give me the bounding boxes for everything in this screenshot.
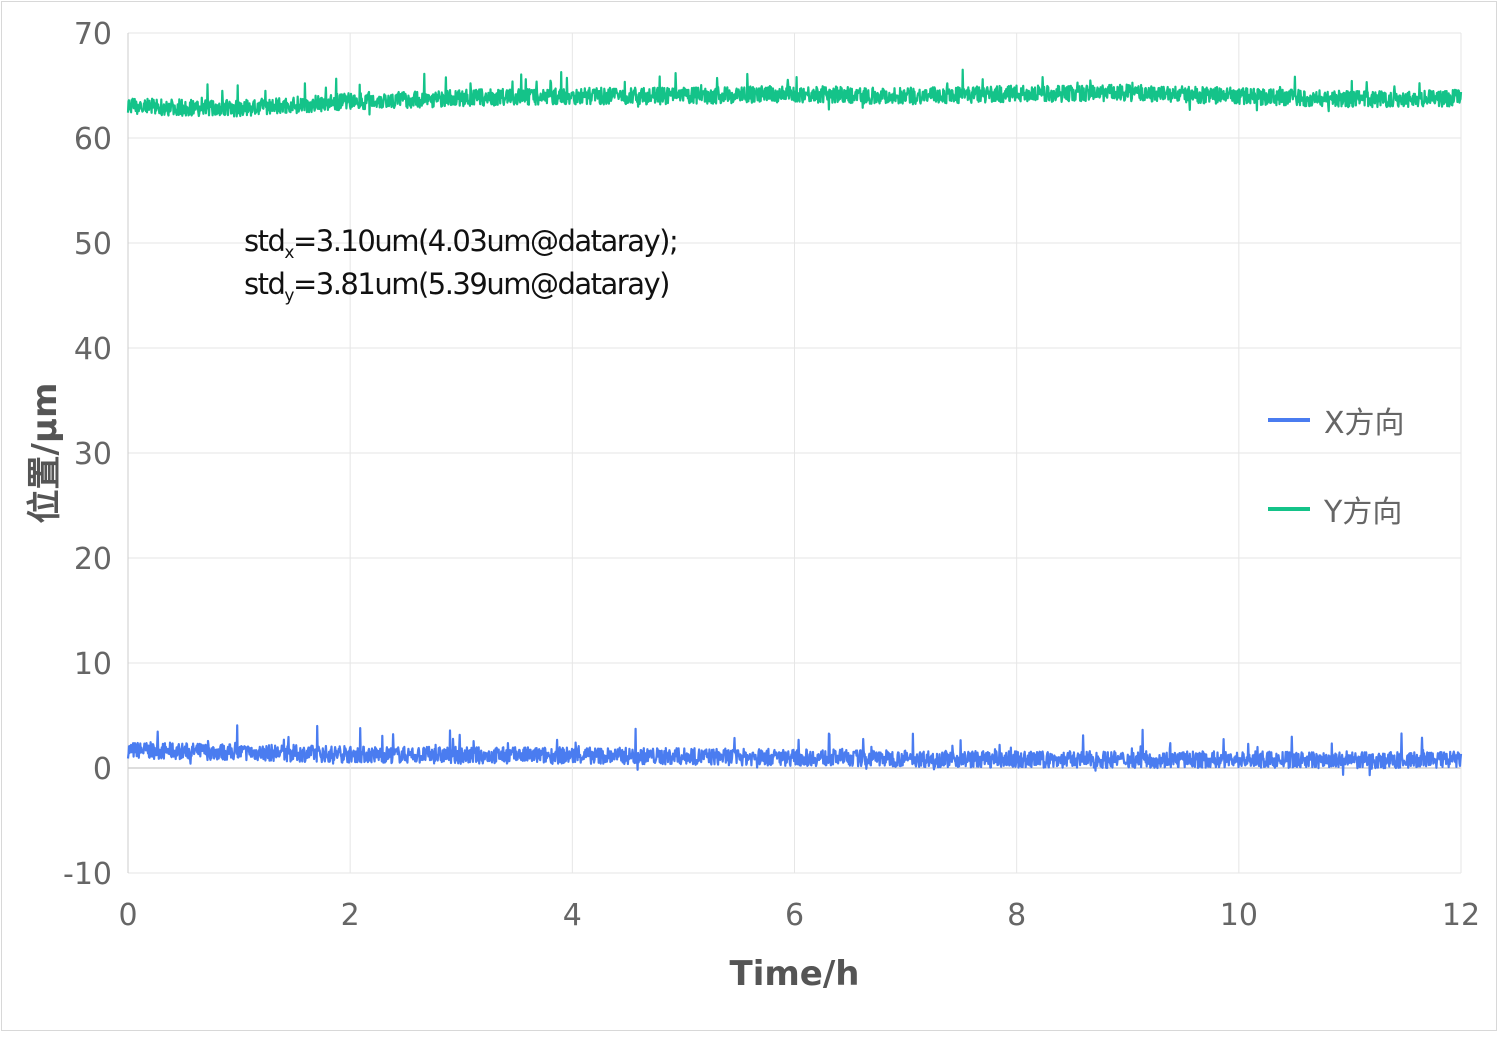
series-line-x <box>126 724 1463 777</box>
x-axis-label: Time/h <box>730 954 860 994</box>
y-tick-label: 50 <box>74 227 112 262</box>
y-tick-label: 70 <box>74 17 112 52</box>
x-tick-label: 12 <box>1442 898 1480 933</box>
legend-item-y[interactable]: Y方向 <box>1268 487 1402 531</box>
y-tick-label: 30 <box>74 437 112 472</box>
std-x-annotation: stdx=3.10um(4.03um@dataray); <box>244 224 679 263</box>
chart-frame <box>1 1 1497 1031</box>
x-tick-label: 10 <box>1220 898 1258 933</box>
ann-text: =3.81um(5.39um@dataray) <box>292 267 671 301</box>
std-y-annotation: stdy=3.81um(5.39um@dataray) <box>244 267 671 306</box>
y-tick-label: 60 <box>74 122 112 157</box>
legend-label: X方向 <box>1324 406 1405 441</box>
y-tick-label: 10 <box>74 647 112 682</box>
ann-text: std <box>244 267 286 301</box>
y-tick-label: -10 <box>63 857 112 892</box>
y-tick-label: 20 <box>74 542 112 577</box>
y-axis-label: 位置/μm <box>25 383 65 524</box>
ann-sub: x <box>284 242 294 263</box>
legend-item-x[interactable]: X方向 <box>1268 398 1405 442</box>
ann-text: std <box>244 224 286 258</box>
legend-label: Y方向 <box>1324 495 1403 530</box>
x-tick-label: 2 <box>341 898 360 933</box>
x-tick-label: 4 <box>563 898 582 933</box>
y-tick-label: 0 <box>93 752 112 787</box>
legend-swatch-x <box>1268 418 1310 422</box>
x-tick-label: 8 <box>1007 898 1026 933</box>
x-tick-label: 6 <box>785 898 804 933</box>
series-line-y <box>126 68 1463 118</box>
y-tick-label: 40 <box>74 332 112 367</box>
ann-text: =3.10um(4.03um@dataray); <box>292 224 679 258</box>
ann-sub: y <box>284 285 294 306</box>
x-tick-label: 0 <box>118 898 137 933</box>
legend-swatch-y <box>1268 507 1310 511</box>
